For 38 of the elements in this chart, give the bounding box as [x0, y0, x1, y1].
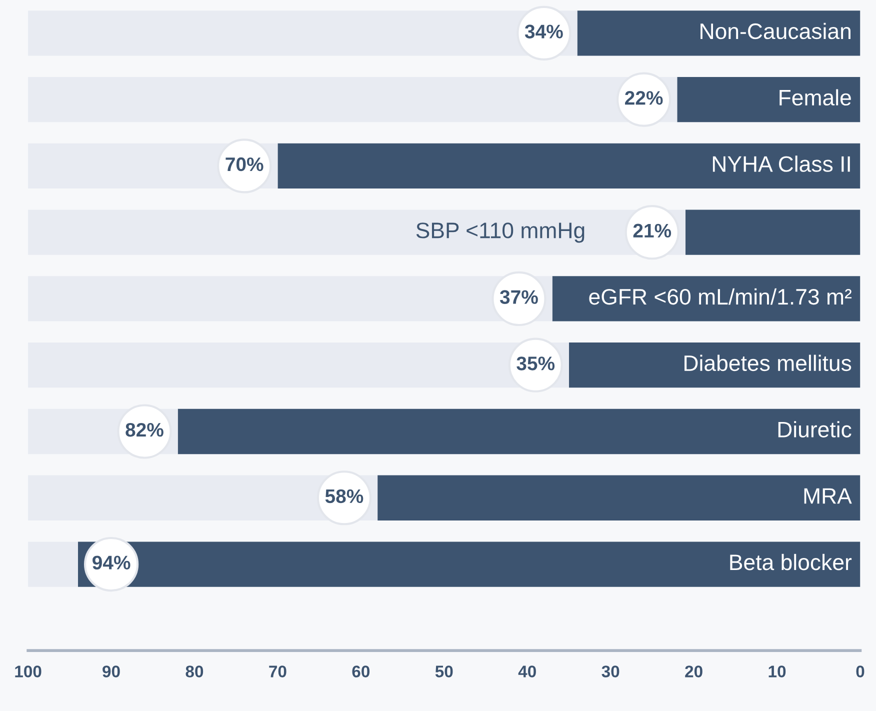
x-tick-label: 60	[352, 666, 370, 678]
x-tick-label: 30	[602, 666, 620, 678]
bar	[278, 143, 860, 189]
data-label: 21%	[633, 224, 672, 238]
bar	[378, 475, 860, 520]
bar	[677, 77, 860, 122]
y-tick-label: NYHA Class II	[712, 156, 850, 172]
y-tick-label: eGFR <60 mL/min/1.73 m²	[589, 288, 852, 305]
x-tick-label: 100	[15, 666, 42, 678]
data-label: 94%	[92, 556, 130, 570]
bar	[28, 542, 78, 587]
data-label: 35%	[516, 356, 555, 370]
data-label: 34%	[524, 24, 563, 38]
data-label: 22%	[625, 91, 663, 105]
bar	[552, 276, 860, 322]
x-tick-label: 0	[856, 666, 864, 678]
bar	[685, 210, 860, 255]
y-tick-label: MRA	[804, 488, 852, 504]
y-tick-label: Non-Caucasian	[700, 22, 850, 40]
data-label: 58%	[325, 489, 364, 504]
x-tick-label: 20	[685, 666, 702, 678]
y-tick-label: Female	[780, 89, 851, 106]
y-tick-label: Beta blocker	[730, 554, 852, 570]
bar	[178, 408, 860, 454]
x-tick-label: 90	[102, 666, 120, 678]
data-label: 37%	[500, 290, 538, 304]
x-tick-label: 10	[768, 666, 786, 678]
y-tick-label: Diuretic	[778, 421, 852, 438]
x-tick-label: 70	[269, 666, 286, 678]
y-tick-label: SBP <110 mmHg	[416, 222, 584, 243]
x-tick-label: 40	[518, 666, 536, 678]
x-tick-label: 80	[186, 666, 204, 678]
bar	[577, 10, 860, 56]
x-tick-label: 50	[435, 666, 453, 678]
bar	[568, 342, 860, 388]
y-tick-label: Diabetes mellitus	[684, 354, 852, 372]
data-label: 70%	[226, 157, 264, 172]
data-label: 82%	[126, 422, 164, 437]
